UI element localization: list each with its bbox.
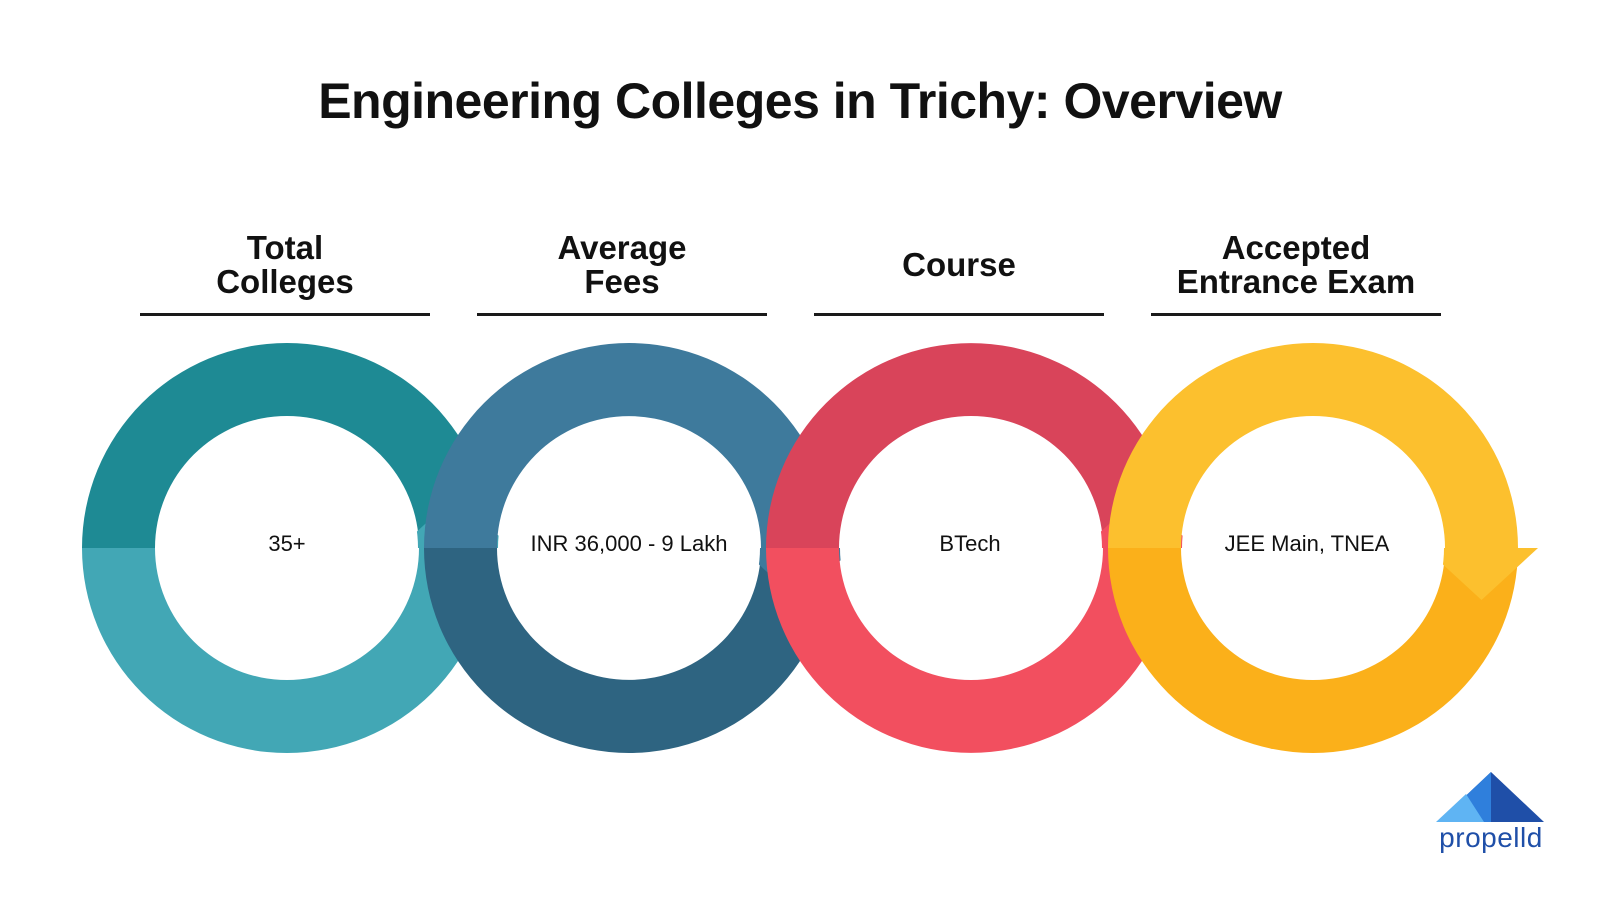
ring-2-bottom-half: [424, 548, 834, 753]
heading-line: Course: [902, 246, 1016, 283]
ring-3-inner: [840, 417, 1102, 679]
logo-shape: [1436, 794, 1484, 822]
value-course: BTech: [939, 531, 1001, 556]
heading-total-colleges: Total Colleges: [140, 226, 430, 304]
brand-name: propelld: [1439, 822, 1543, 853]
value-average-fees: INR 36,000 - 9 Lakh: [530, 531, 728, 556]
heading-underline: [140, 313, 430, 316]
ring-2-inner: [498, 417, 760, 679]
heading-underline: [814, 313, 1104, 316]
ring-4-bottom-half: [1108, 548, 1518, 753]
heading-average-fees: Average Fees: [477, 226, 767, 304]
heading-line: Fees: [584, 263, 660, 300]
heading-line: Total: [246, 229, 324, 266]
ring-4-arrow-down: [1425, 548, 1538, 600]
ring-3-top-half: [766, 343, 1176, 548]
page-title: Engineering Colleges in Trichy: Overview: [318, 73, 1282, 129]
ring-1-inner: [156, 417, 418, 679]
ring-4-inner: [1182, 417, 1444, 679]
heading-line: Average: [557, 229, 687, 266]
heading-underline: [1151, 313, 1441, 316]
heading-accepted-entrance-exam: Accepted Entrance Exam: [1151, 226, 1441, 304]
ring-1-bottom-half: [82, 548, 492, 753]
ring-3-bottom-half: [766, 548, 1176, 753]
mountain-logo-icon: [1436, 772, 1544, 822]
heading-line: Accepted: [1221, 229, 1371, 266]
value-entrance-exam: JEE Main, TNEA: [1224, 531, 1390, 556]
ring-2-top-half: [424, 343, 834, 548]
heading-line: Colleges: [216, 263, 354, 300]
heading-course: Course: [814, 226, 1104, 304]
heading-underline: [477, 313, 767, 316]
heading-line: Entrance Exam: [1176, 263, 1416, 300]
ring-1-top-half: [82, 343, 492, 548]
value-total-colleges: 35+: [268, 531, 306, 556]
ring-4-top-half: [1108, 343, 1518, 548]
